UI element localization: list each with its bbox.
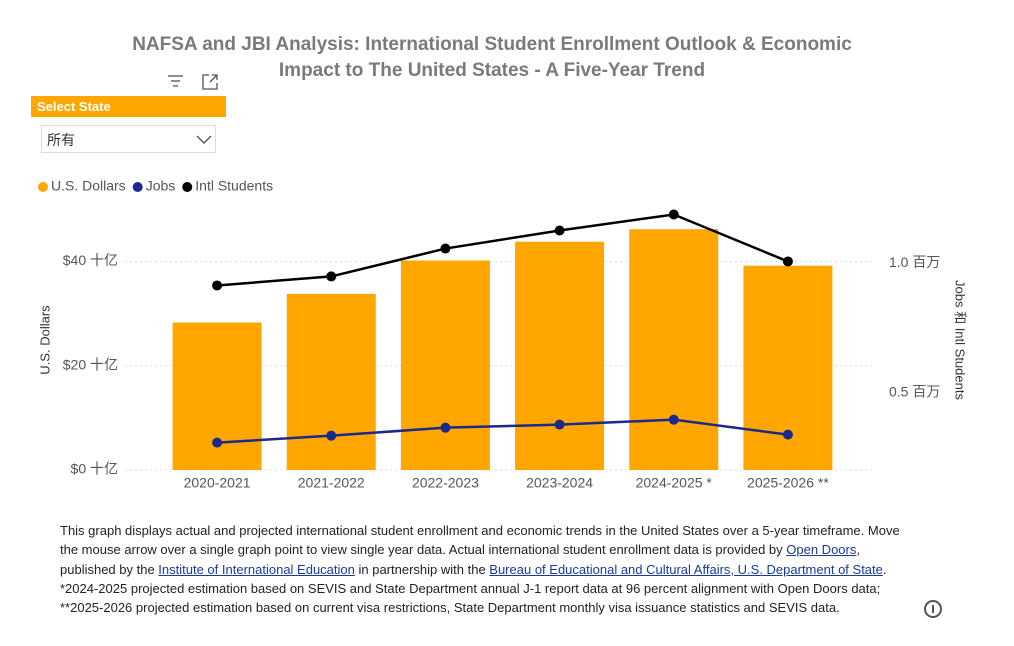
link[interactable]: Open Doors [786,542,857,558]
point [326,271,337,282]
note-text: the mouse arrow over a single graph poin… [60,542,787,558]
chart-title: Impact to The United States - A Five-Yea… [279,60,705,81]
legend-label: U.S. Dollars [51,178,126,194]
bar [515,241,605,470]
point [554,225,565,236]
bar [629,229,719,470]
legend-swatch [38,182,48,192]
x-tick-label: 2021-2022 [298,475,365,491]
y-axis-label: U.S. Dollars [37,305,52,375]
chart-title: NAFSA and JBI Analysis: International St… [132,34,852,55]
point [782,429,793,440]
link[interactable]: Bureau of Educational and Cultural Affai… [489,561,883,577]
note-text: *2024-2025 projected estimation based on… [60,580,881,596]
point [782,256,793,267]
line [217,418,789,444]
link[interactable]: Institute of International Education [158,561,355,577]
point [668,209,679,220]
point [212,437,223,448]
note-text: , [856,542,860,558]
info-icon[interactable] [924,600,942,618]
note-text: . [882,561,887,577]
note-text: published by the [60,561,159,577]
x-tick-label: 2023-2024 [526,475,593,491]
note-text: **2025-2026 projected estimation based o… [60,600,840,616]
point [554,419,565,430]
slicer-dropdown[interactable]: 所有 [41,125,216,153]
x-tick-label: 2025-2026 ** [747,475,829,491]
footnote: This graph displays actual and projected… [60,521,900,617]
legend-swatch [182,182,193,192]
y2-tick-label: 1.0 百万 [889,254,940,270]
y2-axis-label: Jobs 和 Intl Students [953,280,968,400]
focus-icon[interactable] [202,74,218,90]
legend-label: Jobs [146,178,176,194]
y-tick-label: $0 十亿 [71,461,118,477]
filter-icon[interactable] [168,75,183,87]
point [668,414,679,425]
legend-swatch [132,182,143,192]
x-tick-label: 2020-2021 [184,475,251,491]
point [326,430,337,441]
bar [286,293,376,470]
bar [172,322,262,470]
y2-tick-label: 0.5 百万 [889,383,940,399]
note-text: in partnership with the [354,561,490,577]
note-text: This graph displays actual and projected… [60,523,900,538]
point [212,280,223,291]
slicer-title: Select State [31,96,226,117]
point [440,422,451,433]
x-tick-label: 2022-2023 [412,475,479,491]
bar [400,260,490,470]
chevron [196,135,212,144]
x-tick-label: 2024-2025 * [636,475,713,491]
point [440,243,451,254]
y-tick-label: $40 十亿 [63,252,118,268]
slicer-value: 所有 [47,132,75,148]
legend-label: Intl Students [195,178,273,194]
y-tick-label: $20 十亿 [63,356,118,372]
line [216,213,789,287]
